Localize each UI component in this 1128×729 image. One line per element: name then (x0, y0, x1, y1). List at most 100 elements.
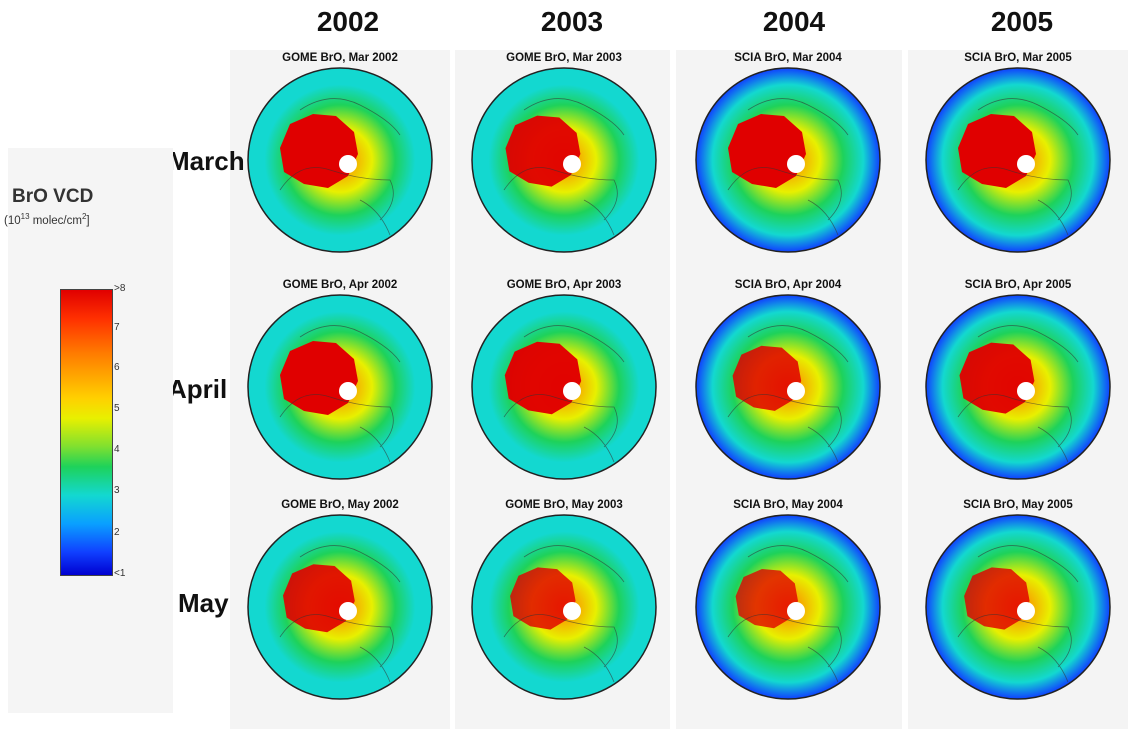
map-panel-title: SCIA BrO, May 2005 (963, 499, 1073, 511)
map-panel: GOME BrO, Apr 2003 (470, 279, 658, 483)
north-pole-gap (787, 155, 805, 173)
polar-map (247, 294, 433, 480)
map-rim (471, 67, 657, 253)
map-panel: SCIA BrO, Mar 2005 (924, 52, 1112, 256)
map-panel: GOME BrO, May 2003 (470, 499, 658, 703)
map-rim (247, 67, 433, 253)
north-pole-gap (1017, 382, 1035, 400)
map-panel: GOME BrO, May 2002 (246, 499, 434, 703)
north-pole-gap (563, 602, 581, 620)
north-pole-gap (563, 155, 581, 173)
year-header-2005: 2005 (990, 6, 1054, 37)
year-header-2002: 2002 (316, 6, 380, 37)
map-rim (247, 294, 433, 480)
polar-map (695, 514, 881, 700)
legend-title: BrO VCD (12, 186, 94, 207)
coastline (957, 98, 1079, 236)
map-rim (925, 514, 1111, 700)
north-pole-gap (787, 382, 805, 400)
map-panel: SCIA BrO, Apr 2005 (924, 279, 1112, 483)
legend-tick: >8 (114, 283, 126, 294)
polar-map (695, 67, 881, 253)
coastline (727, 98, 849, 236)
map-panel-title: SCIA BrO, Mar 2005 (964, 52, 1072, 64)
polar-map (471, 294, 657, 480)
map-panel-title: GOME BrO, May 2002 (281, 499, 399, 511)
high-concentration-region (732, 345, 802, 411)
north-pole-gap (1017, 602, 1035, 620)
coastline (727, 325, 849, 463)
map-panel: GOME BrO, Mar 2002 (246, 52, 434, 256)
map-panel: GOME BrO, Mar 2003 (470, 52, 658, 256)
map-panel-title: GOME BrO, Mar 2003 (506, 52, 622, 64)
legend-tick: 5 (114, 403, 120, 414)
polar-map (247, 67, 433, 253)
north-pole-gap (339, 602, 357, 620)
map-panel: SCIA BrO, Apr 2004 (694, 279, 882, 483)
map-panel-title: GOME BrO, Apr 2002 (282, 279, 398, 291)
high-concentration-region (283, 564, 355, 633)
map-panel: SCIA BrO, May 2004 (694, 499, 882, 703)
map-panel-title: GOME BrO, Mar 2002 (282, 52, 398, 64)
coastline (957, 545, 1079, 683)
map-panel: SCIA BrO, Mar 2004 (694, 52, 882, 256)
high-concentration-region (505, 115, 581, 187)
legend-tick: 3 (114, 485, 120, 496)
year-header-2004: 2004 (762, 6, 826, 37)
legend-tick: <1 (114, 568, 126, 579)
map-panel-title: SCIA BrO, Apr 2005 (964, 279, 1072, 291)
coastline (279, 325, 401, 463)
coastline (279, 98, 401, 236)
polar-map (925, 514, 1111, 700)
high-concentration-region (280, 341, 358, 415)
legend-tick: 7 (114, 322, 120, 333)
map-rim (247, 514, 433, 700)
north-pole-gap (339, 382, 357, 400)
year-header-2003: 2003 (540, 6, 604, 37)
map-rim (695, 514, 881, 700)
north-pole-gap (1017, 155, 1035, 173)
legend-tick: 6 (114, 362, 120, 373)
coastline (279, 545, 401, 683)
legend-tick: 4 (114, 444, 120, 455)
map-rim (695, 294, 881, 480)
map-rim (471, 514, 657, 700)
map-rim (925, 67, 1111, 253)
high-concentration-region (280, 114, 358, 188)
color-bar (60, 289, 113, 576)
polar-map (471, 67, 657, 253)
coastline (503, 545, 625, 683)
polar-map (925, 67, 1111, 253)
month-label-april: April (168, 374, 228, 404)
polar-map (471, 514, 657, 700)
high-concentration-region (959, 342, 1035, 414)
north-pole-gap (563, 382, 581, 400)
high-concentration-region (504, 341, 582, 415)
high-concentration-region (964, 567, 1030, 630)
north-pole-gap (787, 602, 805, 620)
north-pole-gap (339, 155, 357, 173)
month-label-may: May (178, 588, 229, 618)
map-panel-title: SCIA BrO, May 2004 (733, 499, 843, 511)
legend-tick: 2 (114, 527, 120, 538)
legend-unit: (1013 molec/cm2] (4, 212, 90, 227)
polar-map (695, 294, 881, 480)
coastline (727, 545, 849, 683)
high-concentration-region (510, 567, 576, 630)
map-rim (471, 294, 657, 480)
map-panel-title: SCIA BrO, Apr 2004 (734, 279, 842, 291)
map-rim (695, 67, 881, 253)
map-panel: SCIA BrO, May 2005 (924, 499, 1112, 703)
high-concentration-region (958, 114, 1036, 188)
coastline (957, 325, 1079, 463)
polar-map (925, 294, 1111, 480)
map-panel: GOME BrO, Apr 2002 (246, 279, 434, 483)
map-panel-title: GOME BrO, May 2003 (505, 499, 623, 511)
polar-map (247, 514, 433, 700)
coastline (503, 98, 625, 236)
map-rim (925, 294, 1111, 480)
month-label-march: March (168, 146, 245, 176)
map-panel-title: GOME BrO, Apr 2003 (506, 279, 622, 291)
high-concentration-region (735, 569, 798, 629)
coastline (503, 325, 625, 463)
